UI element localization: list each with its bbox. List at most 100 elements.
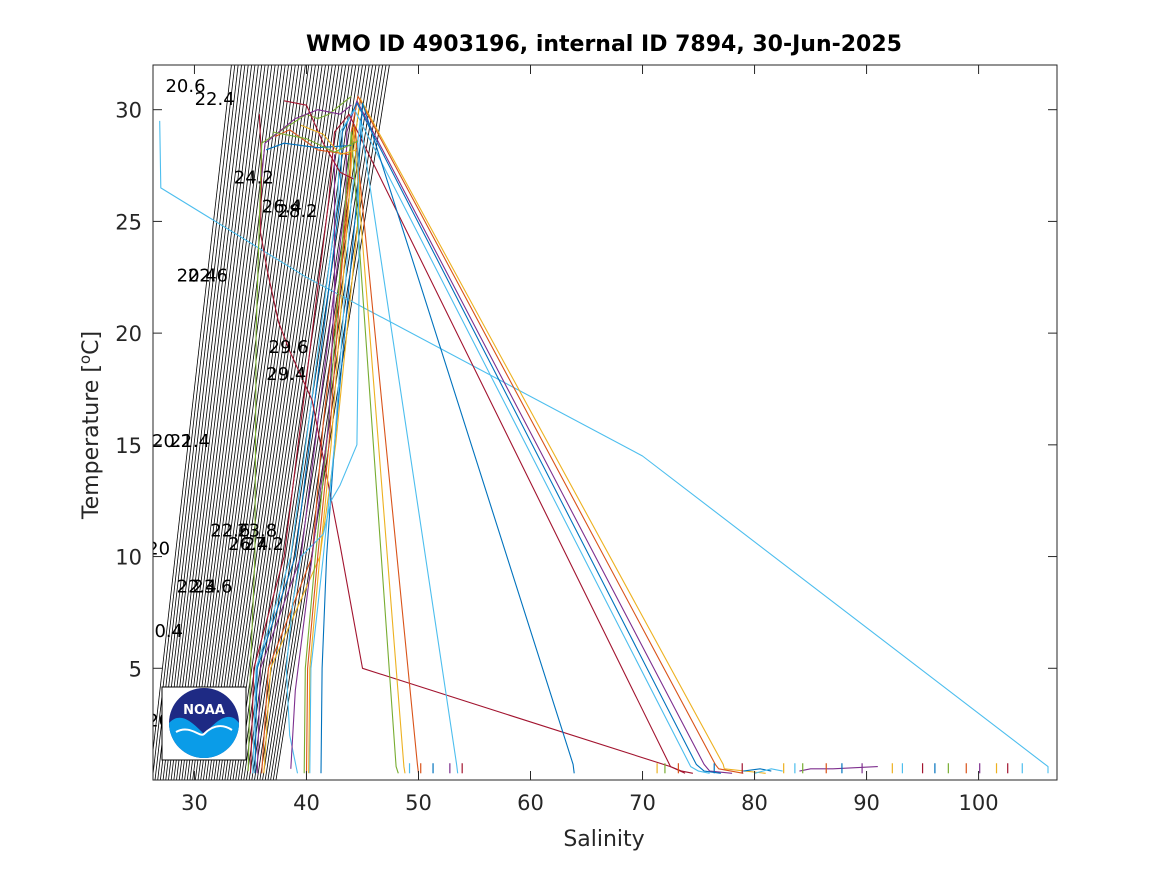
isopycnal-line: [162, 65, 249, 780]
isopycnal-line: [213, 65, 313, 780]
isopycnal-line: [154, 65, 239, 780]
logo-gull-icon: [169, 716, 239, 758]
density-label: 28.2: [277, 201, 317, 222]
isopycnal-line: [221, 65, 323, 780]
isopycnal-line: [178, 65, 269, 780]
y-axis-label-unit: C]: [79, 331, 104, 355]
isopycnal-line: [170, 65, 259, 780]
density-labels: 20.622.424.226.428.220.422.629.629.420.2…: [143, 76, 318, 732]
y-axis: 5 10 15 20 25 30: [115, 99, 1057, 681]
density-label: 22.6: [188, 266, 228, 287]
noaa-logo: NOAA: [161, 686, 247, 761]
isopycnal-line: [197, 65, 293, 780]
y-axis-label: Temperature [oC]: [76, 331, 104, 520]
plot-frame: [152, 64, 1058, 781]
density-label: 22.4: [177, 576, 217, 597]
isopycnal-line: [176, 65, 266, 780]
isopycnal-line: [192, 65, 286, 780]
isopycnal-line: [232, 65, 336, 780]
profile-line: [247, 95, 352, 772]
density-label: 20.2: [152, 431, 192, 452]
isopycnal-line: [229, 65, 333, 780]
profile-fragment: [754, 768, 783, 774]
density-label: 26.4: [262, 196, 302, 217]
profile-line: [303, 131, 399, 774]
isopycnal-line: [159, 65, 246, 780]
profile-line: [305, 124, 420, 774]
profile-line: [320, 102, 575, 774]
x-tick-label: 70: [629, 791, 656, 815]
isopycnal-line: [165, 65, 252, 780]
density-label: 26.4: [228, 534, 268, 555]
x-tick-label: 90: [853, 791, 880, 815]
isopycnal-line: [153, 65, 236, 778]
density-label: 22.4: [195, 89, 235, 110]
density-label: 23.6: [192, 576, 232, 597]
density-label: 22.6: [210, 520, 250, 541]
y-tick-label: 15: [115, 434, 142, 458]
isopycnal-line: [194, 65, 289, 780]
density-label: 21.4: [170, 431, 210, 452]
profile-line: [309, 120, 459, 774]
plot-area: [153, 65, 1057, 780]
profile-line: [290, 154, 336, 769]
isopycnal-line: [200, 65, 296, 780]
density-label: 23.8: [237, 520, 277, 541]
profile-line: [159, 120, 1049, 774]
density-label: 20.6: [165, 76, 205, 97]
isopycnal-line: [251, 65, 360, 780]
isopycnal-line: [235, 65, 340, 780]
y-tick-label: 5: [129, 657, 142, 681]
x-axis: 30 40 50 60 70 80 90 100: [181, 65, 999, 815]
isopycnal-line: [211, 65, 310, 780]
density-label: 29.4: [266, 364, 306, 385]
isopycnal-line: [219, 65, 320, 780]
isopycnal-line: [203, 65, 300, 780]
profile-line: [285, 143, 360, 774]
isopycnal-line: [189, 65, 283, 780]
isopycnal-line: [168, 65, 256, 780]
isopycnal-line: [224, 65, 326, 780]
isopycnal-line: [181, 65, 273, 780]
isopycnal-line: [243, 65, 350, 780]
isopycnal-line: [216, 65, 316, 780]
isopycnal-line: [173, 65, 263, 780]
profile-line: [261, 104, 352, 177]
x-tick-label: 60: [517, 791, 544, 815]
profile-line: [265, 142, 352, 151]
profile-line: [300, 124, 358, 155]
profile-line: [308, 127, 406, 774]
isopycnal-line: [272, 65, 387, 780]
y-tick-label: 10: [115, 546, 142, 570]
density-label: 24.2: [234, 167, 274, 188]
x-tick-label: 80: [741, 791, 768, 815]
logo-wave-icon: [175, 725, 233, 736]
profile-line: [256, 100, 733, 774]
y-axis-label-main: Temperature [: [79, 364, 104, 520]
isopycnal-line: [157, 65, 242, 780]
x-axis-label: Salinity: [563, 827, 644, 852]
x-tick-label: 50: [405, 791, 432, 815]
density-label: 29.6: [269, 337, 309, 358]
isopycnal-line: [153, 65, 232, 755]
x-tick-label: 30: [181, 791, 208, 815]
density-label: 20: [147, 538, 170, 559]
x-tick-label: 40: [293, 791, 320, 815]
x-tick-label: 100: [959, 791, 999, 815]
profile-line: [272, 131, 359, 153]
isopycnal-line: [186, 65, 279, 780]
logo-text: NOAA: [183, 703, 225, 718]
isopycnal-line: [227, 65, 330, 780]
isopycnal-line: [256, 65, 367, 780]
y-tick-label: 25: [115, 210, 142, 234]
profile-line: [254, 102, 721, 774]
y-axis-label-degree: o: [76, 355, 94, 364]
profile-line: [283, 100, 354, 180]
profile-fragment: [799, 766, 878, 772]
isopycnal-line: [259, 65, 370, 780]
density-label: 20.4: [143, 621, 183, 642]
isopycnal-line: [270, 65, 384, 780]
isopycnal-line: [205, 65, 303, 780]
y-tick-label: 20: [115, 322, 142, 346]
